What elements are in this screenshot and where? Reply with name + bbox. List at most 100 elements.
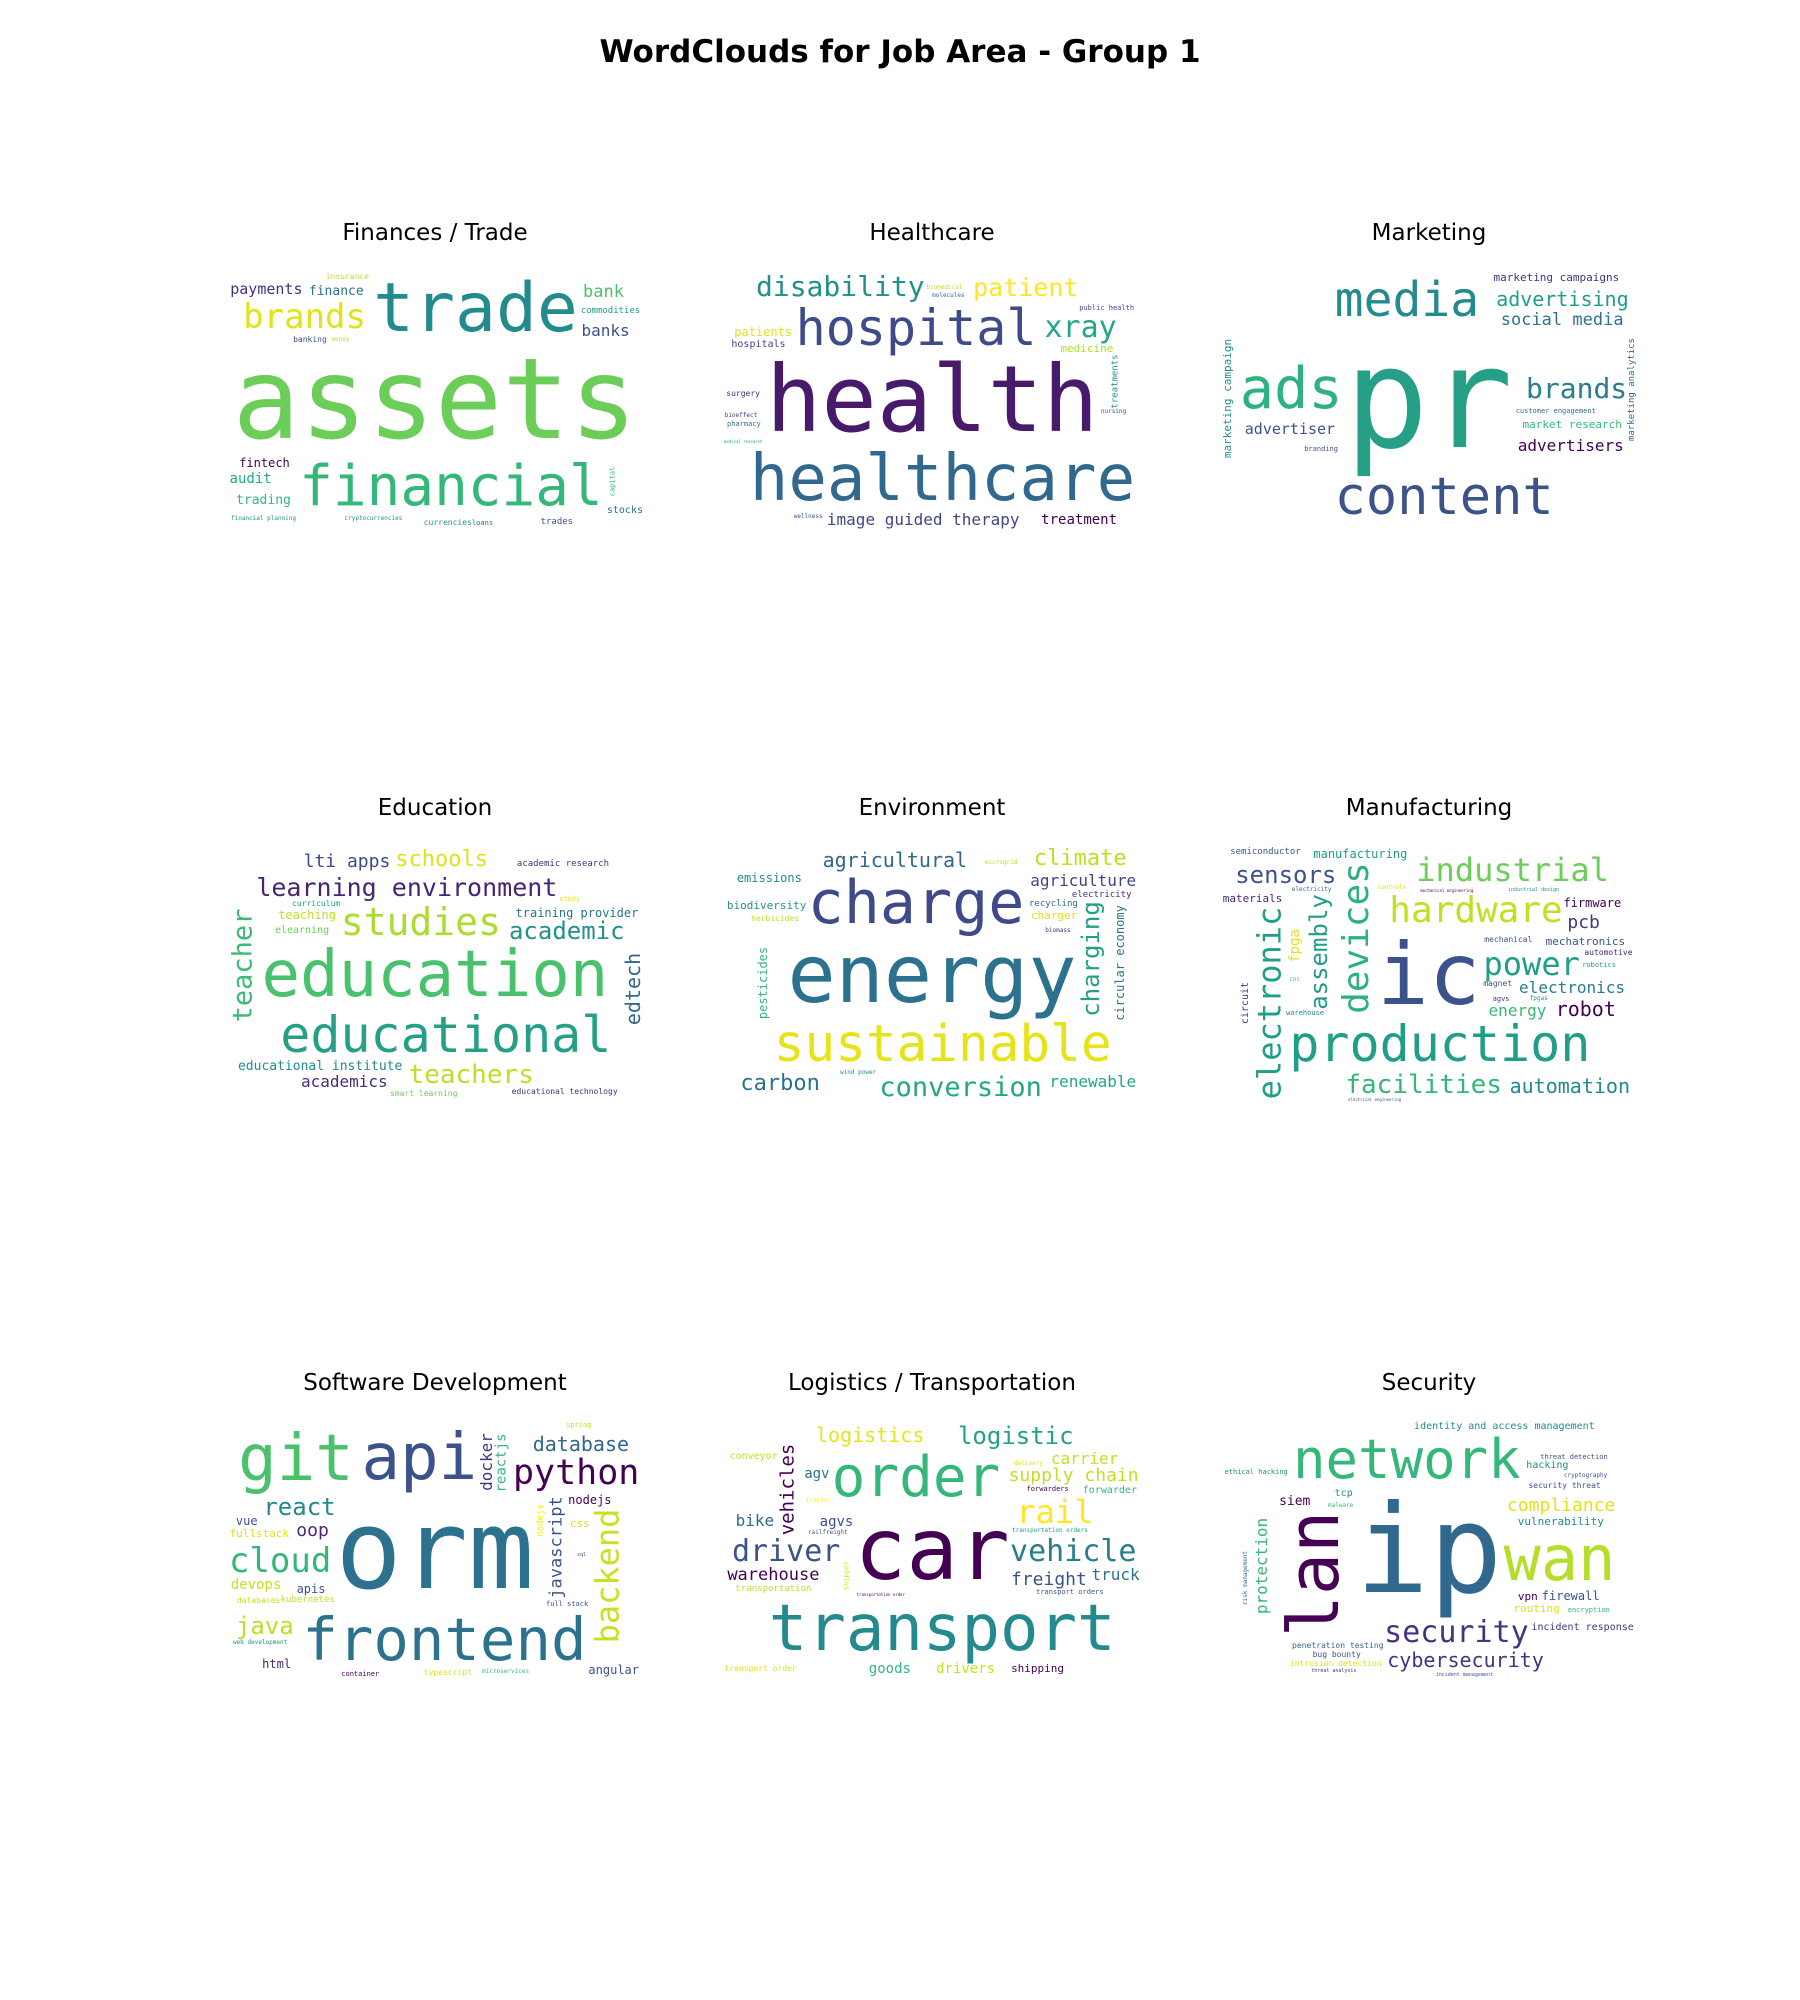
wordcloud-word: fpga (1286, 929, 1303, 964)
wordcloud-word: agricultural (822, 847, 968, 872)
wordcloud-word: education (261, 938, 609, 1012)
wordcloud-word: full stack (546, 1599, 589, 1608)
wordcloud-word: databases (236, 1595, 281, 1605)
wordcloud-word: marketing analytics (1626, 337, 1637, 441)
wordcloud-word: edtech (620, 952, 645, 1025)
panel-title: Software Development (303, 1370, 567, 1396)
wordcloud-word: automation (1509, 1073, 1631, 1098)
wordcloud-word: pesticides (756, 947, 771, 1020)
wordcloud-word: encryption (1567, 1606, 1610, 1615)
wordcloud-word: transport order (724, 1663, 797, 1673)
wordcloud-word: content (1334, 467, 1554, 528)
wordcloud-word: vue (235, 1513, 258, 1528)
wordcloud: ic production electronic devices hardware ind… (1219, 845, 1639, 1105)
wordcloud-word: threat analysis (1311, 1667, 1357, 1674)
wordcloud-word: xray (1044, 309, 1117, 345)
wordcloud-word: curriculum (292, 899, 341, 909)
wordcloud-word: customer engagement (1515, 406, 1596, 415)
wordcloud-word: financial (299, 454, 603, 520)
wordcloud-word: protection (1252, 1517, 1272, 1614)
wordcloud-word: herbicides (751, 913, 800, 923)
wordcloud-word: wind power (840, 1069, 877, 1077)
wordcloud-word: network (1293, 1427, 1521, 1491)
wordcloud-word: fintech (239, 455, 290, 470)
wordcloud-word: pharmacy (727, 419, 761, 428)
wordcloud-word: vulnerability (1517, 1514, 1604, 1528)
wordcloud-word: materials (1222, 891, 1283, 905)
wordcloud-word: electricity (1291, 885, 1332, 893)
wordcloud-word: training provider (515, 905, 639, 920)
wordcloud-word: freight (1010, 1569, 1087, 1591)
wordcloud-word: robotics (1582, 961, 1616, 970)
wordcloud-word: currencies (423, 518, 472, 528)
wordcloud: ip wan lan network security cybersecurity comp… (1219, 1420, 1639, 1680)
panel-title: Logistics / Transportation (788, 1370, 1076, 1396)
wordcloud-panel-7: Logistics / Transportation car transport o… (722, 1370, 1142, 1680)
wordcloud-word: shipper (842, 1560, 851, 1591)
wordcloud-word: cloud (228, 1541, 332, 1582)
wordcloud-word: brands (243, 297, 366, 338)
wordcloud-word: trades (540, 517, 574, 528)
wordcloud-panel-4: Environment energy sustainable charge conve… (722, 795, 1142, 1105)
wordcloud-word: forwarder (1082, 1484, 1137, 1496)
wordcloud-word: web development (233, 1638, 288, 1646)
wordcloud-word: fullstack (229, 1526, 290, 1540)
wordcloud-word: warehouse (1286, 1009, 1325, 1018)
wordcloud: education educational studies teacher learni… (225, 845, 645, 1105)
wordcloud-word: image guided therapy (826, 509, 1020, 529)
wordcloud-word: academics (300, 1071, 388, 1091)
wordcloud-word: hacking (1526, 1460, 1569, 1472)
wordcloud-word: schools (395, 847, 488, 873)
wordcloud-word: vehicle (1010, 1533, 1137, 1569)
wordcloud-word: advertising (1496, 287, 1629, 312)
wordcloud-word: transport (768, 1592, 1116, 1667)
figure-title: WordClouds for Job Area - Group 1 (599, 34, 1201, 70)
wordcloud-word: charging (1076, 901, 1105, 1017)
wordcloud-word: firmware (1563, 896, 1622, 911)
wordcloud-word: healthcare (749, 442, 1136, 517)
wordcloud-word: power (1483, 944, 1580, 983)
wordcloud-word: patient (973, 272, 1079, 302)
wordcloud-word: warehouse (727, 1565, 820, 1586)
wordcloud-word: learning environment (256, 872, 558, 902)
wordcloud-word: fpgas (1529, 995, 1548, 1003)
wordcloud-word: devices (1336, 862, 1378, 1014)
wordcloud-word: facilities (1345, 1069, 1502, 1100)
wordcloud-word: treatments (1111, 354, 1121, 409)
wordcloud-word: academic research (516, 858, 610, 869)
wordcloud-word: malware (1328, 1501, 1354, 1509)
wordcloud-word: study (559, 895, 581, 904)
wordcloud-word: finance (308, 283, 364, 299)
wordcloud-word: marketing campaigns (1493, 271, 1620, 285)
wordcloud: energy sustainable charge conversion agricul… (722, 845, 1142, 1105)
wordcloud-word: logistics (815, 1422, 925, 1447)
wordcloud-word: backend (588, 1508, 627, 1643)
wordcloud-word: robot (1555, 997, 1616, 1022)
wordcloud-word: banking (293, 334, 327, 344)
panel-title: Manufacturing (1345, 795, 1513, 821)
wordcloud-word: advertiser (1244, 419, 1336, 438)
wordcloud-word: teaching (278, 908, 336, 923)
wordcloud-word: container (341, 1669, 380, 1678)
wordcloud-word: kubernetes (280, 1595, 335, 1606)
wordcloud-word: teacher (226, 908, 258, 1022)
wordcloud-word: trailer (806, 1496, 832, 1504)
wordcloud-word: educational technology (511, 1087, 618, 1097)
wordcloud-word: nodejs (535, 1503, 546, 1537)
wordcloud-word: biomedical (926, 283, 963, 291)
wordcloud-panel-1: Healthcare health healthcare hospital xray d… (722, 220, 1142, 530)
wordcloud-word: tcp (1334, 1488, 1353, 1500)
wordcloud-word: electronic (1250, 906, 1289, 1100)
panel-title: Marketing (1371, 220, 1487, 246)
wordcloud-word: microgrid (984, 858, 1018, 866)
wordcloud-word: rail (1016, 1493, 1094, 1532)
wordcloud-word: trading (236, 493, 291, 509)
wordcloud-word: ads (1239, 356, 1343, 423)
wordcloud-word: patients (734, 324, 793, 339)
wordcloud-word: renewable (1049, 1072, 1137, 1092)
wordcloud-word: conveyor (729, 1451, 778, 1463)
wordcloud-word: financial planning (231, 514, 297, 522)
wordcloud-word: insurance (325, 271, 370, 281)
wordcloud-word: delivery (1014, 1459, 1043, 1467)
wordcloud-word: industrial design (1507, 887, 1560, 894)
